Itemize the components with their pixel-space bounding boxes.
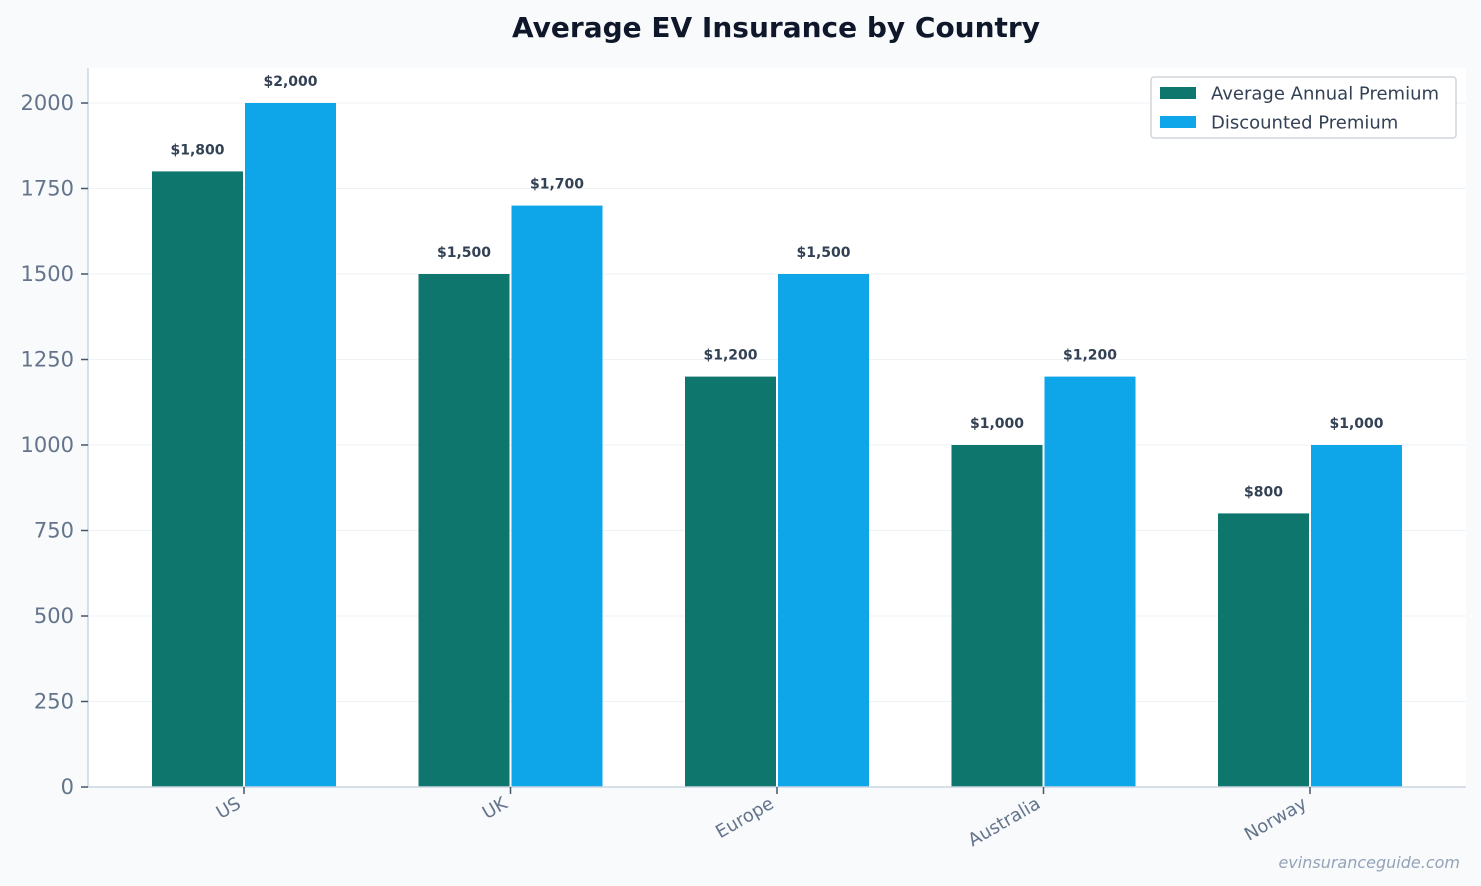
xtick-label-us: US: [213, 793, 245, 823]
bar-europe-average-annual-premium: [685, 376, 776, 787]
data-label-norway-discounted-premium: $1,000: [1329, 416, 1383, 432]
data-label-us-average-annual-premium: $1,800: [170, 142, 224, 158]
ytick-label-750: 750: [34, 519, 74, 543]
bar-australia-average-annual-premium: [951, 445, 1043, 787]
data-label-europe-average-annual-premium: $1,200: [703, 348, 757, 364]
legend[interactable]: Average Annual Premium Discounted Premiu…: [1150, 76, 1457, 139]
bar-norway-discounted-premium: [1311, 445, 1402, 787]
xtick-label-uk: UK: [479, 793, 512, 824]
ytick-label-0: 0: [61, 775, 74, 799]
legend-swatch-discounted-premium: [1160, 116, 1196, 128]
data-label-uk-discounted-premium: $1,700: [530, 177, 584, 193]
bar-australia-discounted-premium: [1044, 376, 1136, 787]
data-label-uk-average-annual-premium: $1,500: [437, 245, 491, 261]
bar-uk-average-annual-premium: [418, 274, 510, 787]
watermark: evinsuranceguide.com: [1278, 853, 1460, 872]
ytick-label-1750: 1750: [21, 177, 74, 201]
xtick-label-australia: Australia: [965, 793, 1044, 851]
data-label-norway-average-annual-premium: $800: [1244, 484, 1283, 500]
x-axis-ticks: US UK Europe Australia Norway: [213, 787, 1311, 851]
ytick-label-1000: 1000: [21, 433, 74, 457]
chart-title: Average EV Insurance by Country: [512, 11, 1040, 44]
legend-swatch-average-annual-premium: [1160, 87, 1196, 99]
ytick-label-1250: 1250: [21, 348, 74, 372]
data-label-us-discounted-premium: $2,000: [263, 74, 317, 90]
ytick-label-250: 250: [34, 690, 74, 714]
ytick-label-2000: 2000: [21, 91, 74, 115]
bar-us-average-annual-premium: [152, 171, 243, 787]
bars: [152, 103, 1402, 788]
xtick-label-europe: Europe: [712, 793, 777, 843]
ytick-label-1500: 1500: [21, 262, 74, 286]
data-labels: $1,800 $2,000 $1,500 $1,700 $1,200 $1,500 $1,0…: [170, 74, 1383, 500]
legend-label-average-annual-premium: Average Annual Premium: [1211, 84, 1439, 105]
ytick-label-500: 500: [34, 604, 74, 628]
data-label-europe-discounted-premium: $1,500: [796, 245, 850, 261]
xtick-label-norway: Norway: [1241, 793, 1311, 846]
y-axis-ticks: 0 250 500 750 1000 1250 1500 1750 2000: [21, 91, 88, 799]
legend-label-discounted-premium: Discounted Premium: [1211, 113, 1398, 134]
bar-norway-average-annual-premium: [1218, 513, 1309, 787]
legend-box: [1150, 76, 1457, 139]
bar-uk-discounted-premium: [511, 205, 603, 788]
bar-us-discounted-premium: [245, 103, 336, 787]
data-label-australia-average-annual-premium: $1,000: [970, 416, 1024, 432]
data-label-australia-discounted-premium: $1,200: [1063, 348, 1117, 364]
bar-europe-discounted-premium: [778, 274, 869, 787]
